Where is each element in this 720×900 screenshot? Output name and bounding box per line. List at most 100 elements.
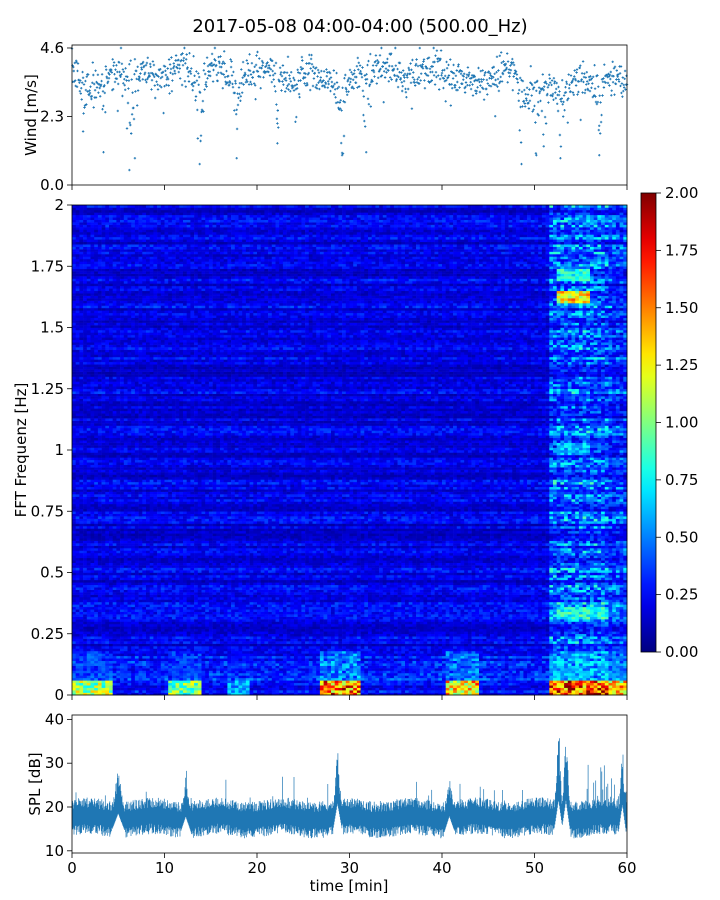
spectrogram-cell (105, 416, 109, 419)
spectrogram-cell (139, 286, 143, 289)
spectrogram-cell (146, 320, 150, 323)
spectrogram-cell (128, 482, 132, 485)
spectrogram-cell (83, 279, 87, 282)
spectrogram-cell (87, 543, 91, 546)
spectrogram-cell (120, 423, 124, 426)
spectrogram-cell (105, 536, 109, 539)
spectrogram-cell (128, 465, 132, 468)
spectrogram-cell (113, 651, 117, 654)
spectrogram-cell (105, 438, 109, 441)
spectrogram-cell (135, 301, 139, 304)
spectrogram-cell (113, 636, 117, 639)
spectrogram-cell (72, 384, 76, 387)
spectrogram-cell (135, 359, 139, 362)
spectrogram-cell (79, 680, 83, 683)
spectrogram-cell (83, 492, 87, 495)
spectrogram-cell (98, 212, 102, 215)
spectrogram-cell (157, 269, 161, 272)
spectrogram-cell (153, 403, 157, 406)
spectrogram-cell (146, 337, 150, 340)
spectrogram-cell (150, 354, 154, 357)
spectrogram-cell (139, 362, 143, 365)
spectrogram-cell (109, 205, 113, 208)
spectrogram-cell (105, 587, 109, 590)
spectrogram-cell (91, 381, 95, 384)
spectrogram-cell (109, 438, 113, 441)
spectrogram-cell (113, 609, 117, 612)
spectrogram-cell (135, 519, 139, 522)
spectrogram-cell (91, 217, 95, 220)
spectrogram-cell (113, 617, 117, 620)
spectrogram-cell (157, 212, 161, 215)
spectrogram-cell (83, 457, 87, 460)
spectrogram-cell (139, 406, 143, 409)
spectrogram-cell (150, 301, 154, 304)
spectrogram-cell (87, 568, 91, 571)
spectrogram-cell (79, 524, 83, 527)
spectrogram-cell (128, 612, 132, 615)
spectrogram-cell (146, 242, 150, 245)
spectrogram-cell (135, 288, 139, 291)
spectrogram-cell (98, 325, 102, 328)
spectrogram-cell (128, 516, 132, 519)
spectrogram-cell (161, 504, 165, 507)
spectrogram-cell (120, 595, 124, 598)
spectrogram-cell (79, 646, 83, 649)
spectrogram-cell (157, 320, 161, 323)
spectrogram-cell (72, 323, 76, 326)
spectrogram-cell (94, 619, 98, 622)
spectrogram-cell (135, 622, 139, 625)
spectrogram-cell (91, 296, 95, 299)
spectrogram-cell (98, 462, 102, 465)
spectrogram-cell (153, 484, 157, 487)
spectrogram-cell (94, 342, 98, 345)
spectrogram-cell (109, 276, 113, 279)
spectrogram-cell (139, 279, 143, 282)
spectrogram-cell (76, 369, 80, 372)
spectrogram-cell (120, 430, 124, 433)
spectrogram-cell (120, 254, 124, 257)
spectrogram-cell (146, 656, 150, 659)
spectrogram-cell (142, 653, 146, 656)
spectrogram-cell (105, 683, 109, 686)
spectrogram-cell (79, 533, 83, 536)
spectrogram-cell (150, 528, 154, 531)
spectrogram-cell (87, 210, 91, 213)
spectrogram-cell (153, 247, 157, 250)
spectrogram-cell (161, 440, 165, 443)
spectrogram-cell (87, 215, 91, 218)
spectrogram-cell (72, 634, 76, 637)
spectrogram-cell (76, 487, 80, 490)
wind-point-markers (71, 47, 628, 171)
spectrogram-cell (79, 624, 83, 627)
spectrogram-cell (109, 568, 113, 571)
spectrogram-cell (150, 688, 154, 691)
spectrogram-cell (116, 622, 120, 625)
spectrogram-cell (120, 614, 124, 617)
spectrogram-cell (131, 274, 135, 277)
spectrogram-cell (76, 259, 80, 262)
spectrogram-cell (139, 386, 143, 389)
spectrogram-cell (102, 256, 106, 259)
spectrogram-cell (109, 313, 113, 316)
spectrogram-cell (76, 636, 80, 639)
spectrogram-cell (105, 217, 109, 220)
spectrogram-cell (153, 323, 157, 326)
spectrogram-cell (105, 487, 109, 490)
spectrogram-cell (94, 516, 98, 519)
spectrogram-cell (98, 440, 102, 443)
spectrogram-cell (102, 332, 106, 335)
spectrogram-cell (128, 541, 132, 544)
spectrogram-cell (124, 536, 128, 539)
spectrogram-cell (98, 220, 102, 223)
spectrogram-cell (153, 555, 157, 558)
spectrogram-cell (76, 524, 80, 527)
spectrogram-cell (135, 619, 139, 622)
spectrogram-cell (153, 516, 157, 519)
spectrogram-cell (98, 291, 102, 294)
spectrogram-cell (120, 335, 124, 338)
spectrogram-cell (91, 558, 95, 561)
spectrogram-cell (146, 636, 150, 639)
spectrogram-cell (72, 369, 76, 372)
spectrogram-cell (113, 215, 117, 218)
